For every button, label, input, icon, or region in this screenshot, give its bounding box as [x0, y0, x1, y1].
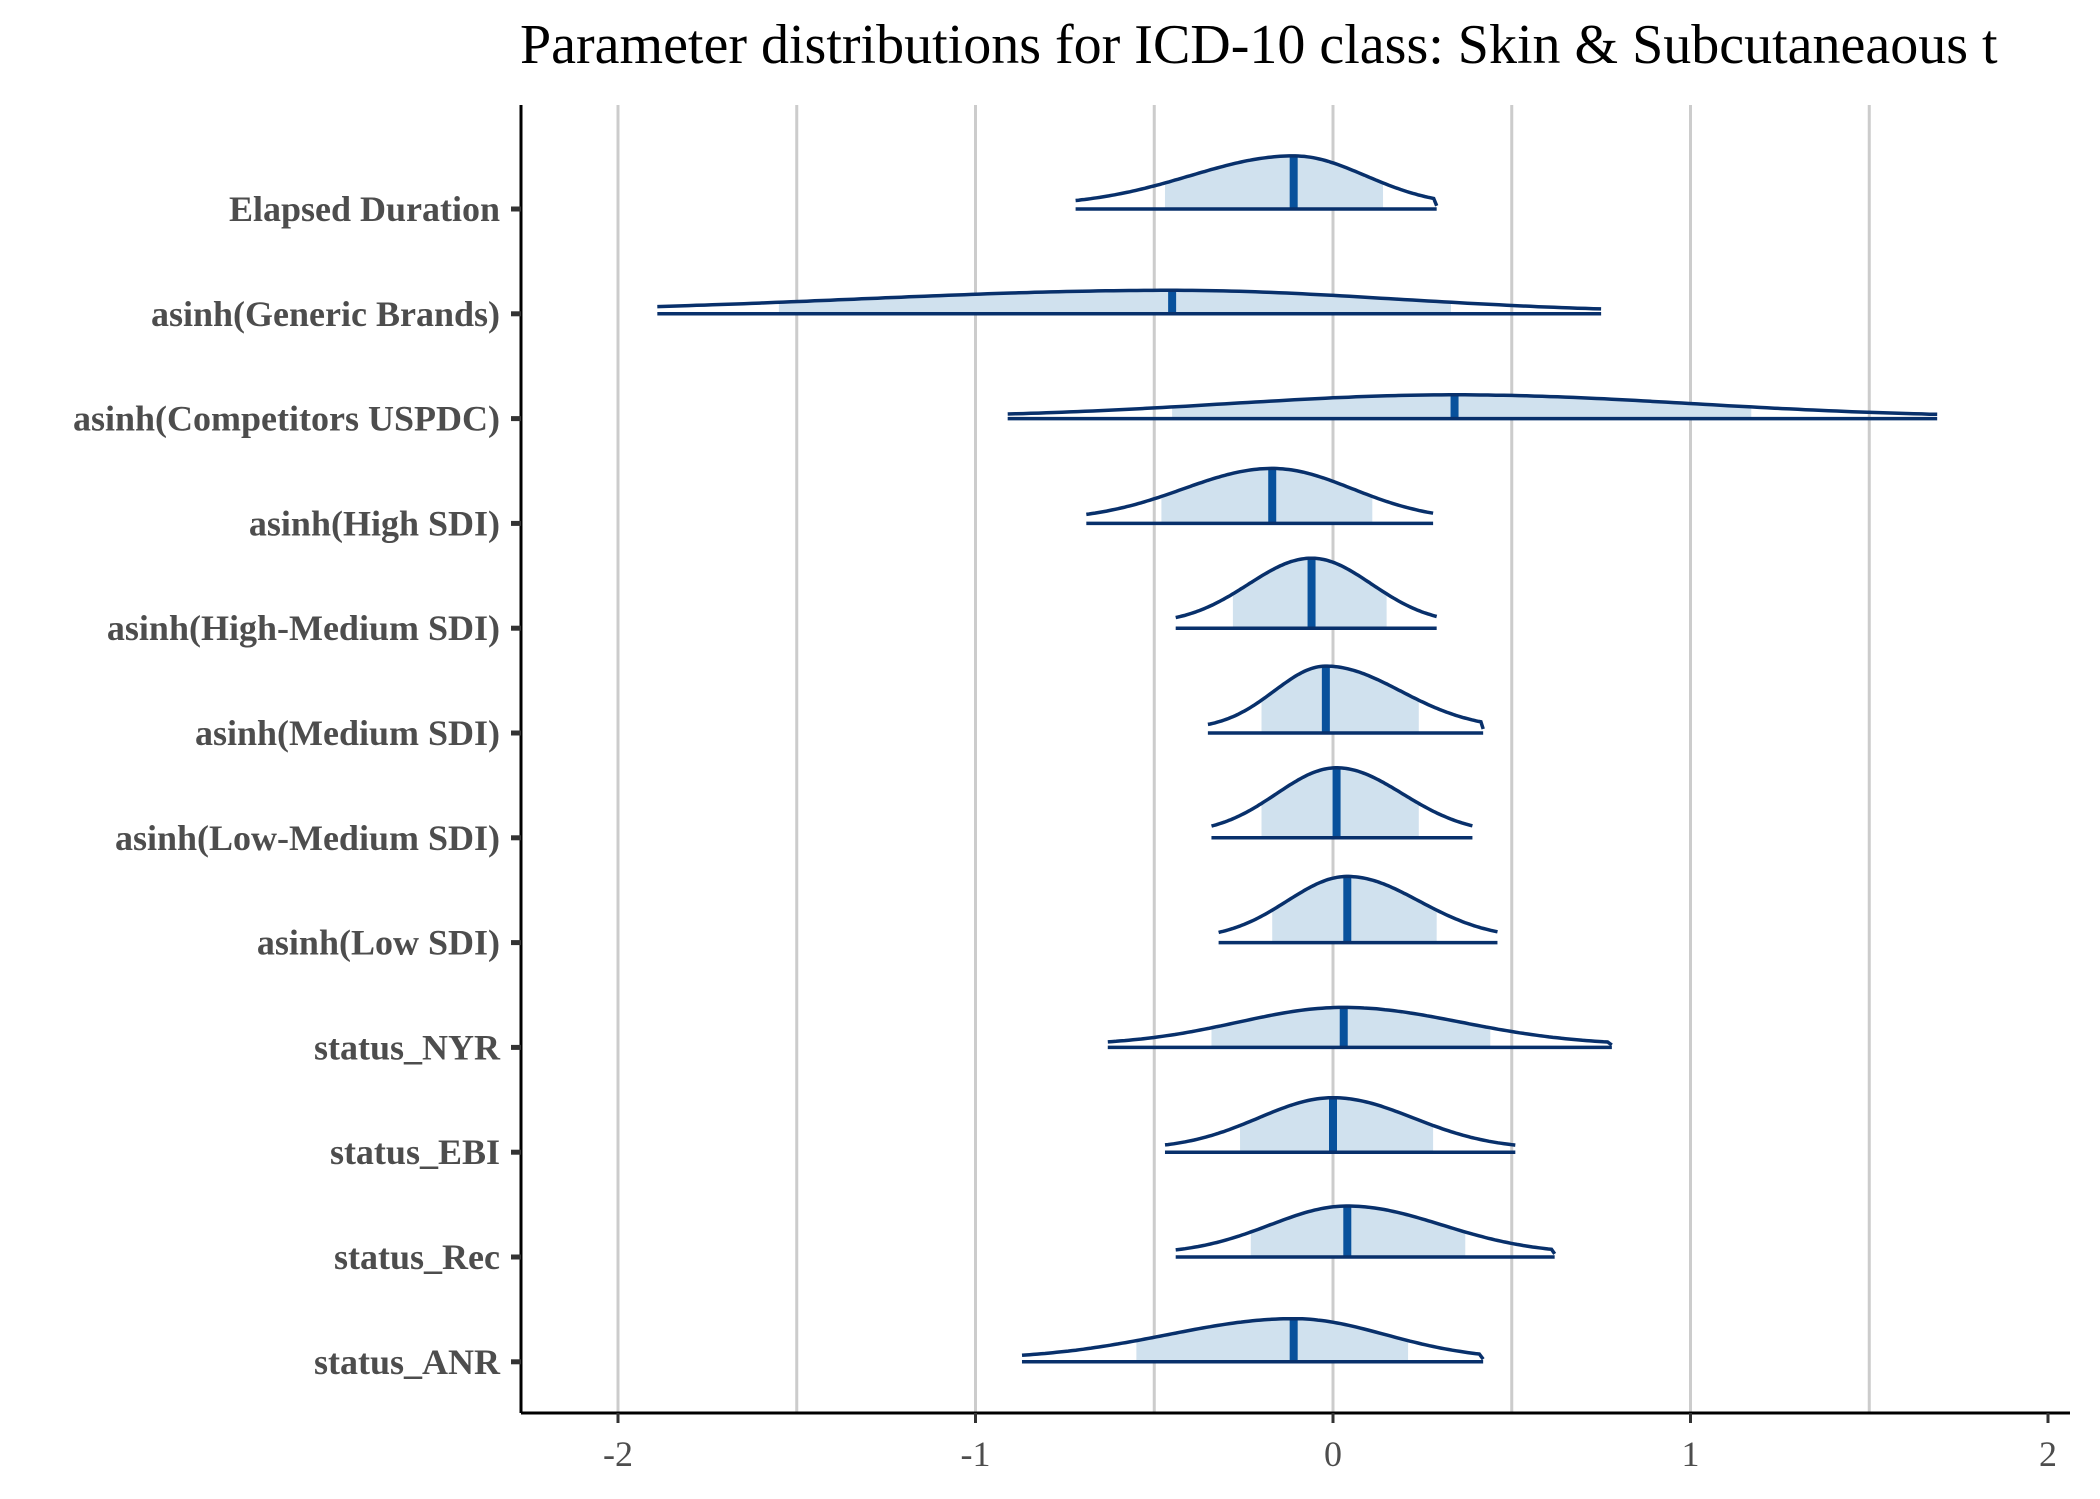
- ridge-11: [1021, 1316, 1485, 1364]
- density-outline: [1218, 874, 1498, 935]
- x-tick-label: 0: [1324, 1434, 1342, 1474]
- ridge-9: [1164, 1095, 1516, 1154]
- density-outline: [1175, 1204, 1557, 1255]
- ridge-2: [1007, 393, 1938, 421]
- density-outline: [1007, 393, 1938, 417]
- ridge-1: [657, 288, 1602, 316]
- y-tick-label: status_Rec: [334, 1237, 500, 1277]
- ridge-8: [1107, 1005, 1613, 1050]
- density-outline: [1107, 1005, 1613, 1047]
- ridge-3: [1086, 466, 1434, 526]
- y-tick-label: asinh(Medium SDI): [195, 713, 500, 753]
- x-tick-label: -1: [961, 1434, 991, 1474]
- x-tick-label: 1: [1682, 1434, 1700, 1474]
- interval-fill: [1164, 155, 1384, 209]
- y-tick-label: asinh(High-Medium SDI): [107, 608, 500, 648]
- density-outline: [1086, 466, 1434, 517]
- interval-fill: [1161, 468, 1373, 524]
- density-ridges: [657, 154, 1938, 1364]
- y-tick-label: Elapsed Duration: [229, 189, 500, 229]
- y-tick-label: status_EBI: [330, 1132, 500, 1172]
- ridge-0: [1075, 154, 1439, 211]
- y-tick-label: status_ANR: [314, 1342, 501, 1382]
- y-axis-ticks: Elapsed Duration asinh(Generic Brands) asi…: [73, 189, 521, 1382]
- y-tick-label: asinh(Generic Brands): [151, 294, 500, 334]
- vertical-gridlines: [616, 105, 1871, 1413]
- interval-fill: [778, 290, 1451, 314]
- ridge-10: [1175, 1204, 1557, 1259]
- density-outline: [657, 288, 1602, 311]
- ridge-4: [1175, 556, 1438, 630]
- y-tick-label: asinh(Competitors USPDC): [73, 399, 500, 439]
- density-outline: [1075, 154, 1439, 207]
- ridge-5: [1207, 664, 1485, 735]
- interval-fill: [1272, 876, 1437, 943]
- interval-fill: [1172, 394, 1752, 419]
- density-outline: [1175, 556, 1438, 620]
- density-outline: [1207, 664, 1485, 730]
- interval-fill: [1250, 1206, 1466, 1257]
- ridge-7: [1218, 874, 1498, 945]
- y-tick-label: asinh(High SDI): [249, 503, 500, 543]
- ridge-6: [1211, 766, 1473, 840]
- x-axis-ticks: -2 -1 0 1 2: [603, 1413, 2057, 1474]
- interval-fill: [1261, 666, 1419, 733]
- density-outline: [1021, 1316, 1485, 1361]
- x-tick-label: 2: [2039, 1434, 2057, 1474]
- density-outline: [1164, 1095, 1516, 1147]
- y-tick-label: asinh(Low-Medium SDI): [115, 818, 500, 858]
- chart-title: Parameter distributions for ICD-10 class…: [520, 14, 1998, 76]
- interval-fill: [1136, 1318, 1409, 1362]
- density-outline: [1211, 766, 1473, 828]
- x-tick-label: -2: [603, 1434, 633, 1474]
- y-tick-label: asinh(Low SDI): [257, 923, 500, 963]
- y-tick-label: status_NYR: [314, 1027, 501, 1067]
- interval-fill: [1211, 1007, 1491, 1048]
